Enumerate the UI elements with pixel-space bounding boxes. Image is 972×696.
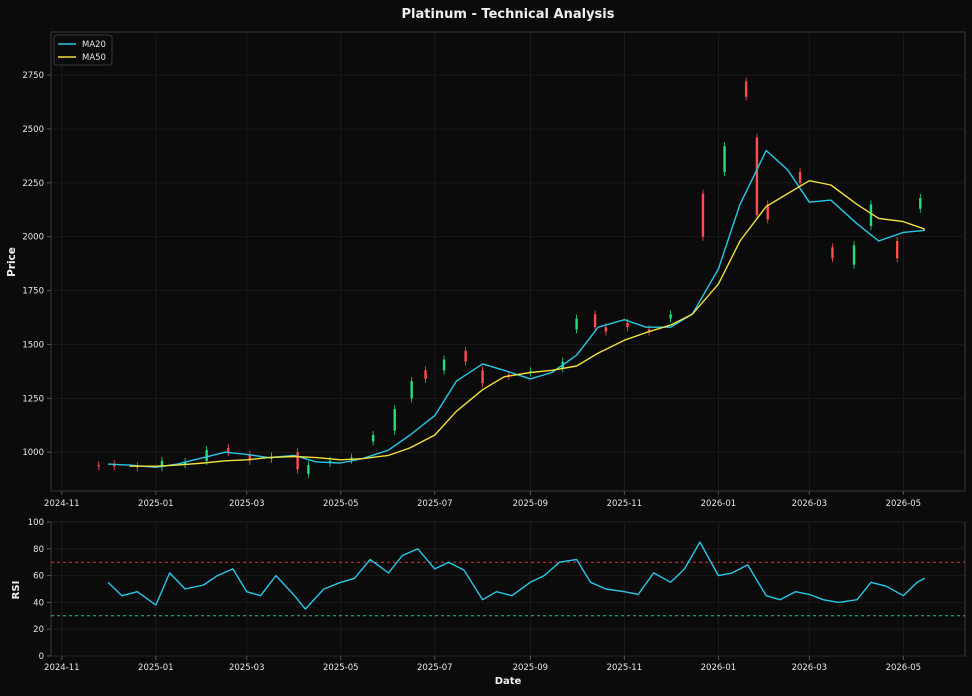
price-y-tick-label: 1500	[22, 340, 44, 350]
candle-body	[393, 409, 396, 431]
ma50-line	[129, 179, 926, 467]
legend: MA20 MA50	[53, 34, 113, 66]
rsi-y-tick-label: 80	[33, 545, 44, 555]
candle-body	[424, 370, 427, 379]
candle-body	[160, 460, 164, 468]
chart-title: Platinum - Technical Analysis	[402, 7, 615, 22]
price-x-tick-label: 2024-11	[44, 499, 80, 509]
rsi-x-tick-label: 2025-11	[607, 663, 643, 673]
rsi-x-tick-label: 2024-11	[44, 663, 80, 673]
price-y-tick-label: 1000	[22, 448, 44, 458]
rsi-reference-lines	[51, 561, 965, 617]
candle-body	[464, 350, 467, 362]
candle-body	[723, 146, 726, 173]
candle-body	[227, 447, 230, 453]
rsi-y-axis-label: RSI	[11, 581, 22, 600]
candle-body	[626, 322, 629, 328]
rsi-x-tick-label: 2026-01	[701, 663, 737, 673]
candle-body	[112, 464, 116, 467]
rsi-y-tick-label: 60	[33, 572, 44, 582]
legend-label-ma20: MA20	[82, 40, 106, 50]
candle-body	[895, 241, 899, 259]
rsi-y-tick-label: 100	[28, 518, 44, 528]
price-x-tick-label: 2025-07	[417, 499, 453, 509]
price-y-axis-label: Price	[6, 247, 18, 277]
candle-body	[205, 450, 208, 461]
price-y-tick-label: 2750	[22, 71, 44, 81]
price-x-tick-label: 2025-09	[513, 499, 549, 509]
rsi-x-tick-label: 2025-07	[417, 663, 453, 673]
candle-body	[410, 381, 413, 399]
candle-body	[755, 137, 759, 216]
legend-label-ma50: MA50	[82, 53, 106, 63]
rsi-x-ticks: 2024-11 2025-01 2025-03 2025-05 2025-07 2025-…	[44, 656, 921, 673]
rsi-y-tick-label: 0	[39, 652, 44, 662]
rsi-x-tick-label: 2026-03	[792, 663, 828, 673]
price-x-tick-label: 2025-01	[138, 499, 174, 509]
rsi-panel	[50, 521, 966, 657]
candle-body	[604, 327, 608, 332]
price-x-tick-label: 2026-03	[792, 499, 828, 509]
candle-body	[744, 81, 748, 97]
price-y-tick-label: 2500	[22, 125, 44, 135]
price-grid	[51, 32, 965, 491]
price-lines	[107, 149, 926, 468]
rsi-x-tick-label: 2025-05	[323, 663, 359, 673]
candle-body	[183, 461, 187, 465]
price-x-tick-label: 2026-01	[701, 499, 737, 509]
price-x-tick-label: 2025-03	[229, 499, 265, 509]
rsi-x-tick-label: 2026-05	[886, 663, 922, 673]
price-y-tick-label: 1250	[22, 394, 44, 404]
candle-body	[371, 434, 375, 442]
rsi-y-tick-label: 40	[33, 598, 44, 608]
candle-body	[593, 314, 597, 328]
candle-body	[831, 247, 834, 259]
price-x-tick-label: 2025-05	[323, 499, 359, 509]
rsi-x-tick-label: 2025-03	[229, 663, 265, 673]
candle-body	[442, 359, 446, 371]
rsi-grid	[51, 521, 965, 657]
candle-body	[248, 454, 252, 461]
candle-body	[97, 465, 100, 467]
rsi-y-tick-label: 20	[33, 625, 44, 635]
candle-body	[869, 204, 873, 226]
candle-body	[669, 314, 672, 319]
price-x-ticks: 2024-11 2025-01 2025-03 2025-05 2025-07 2025-…	[44, 491, 921, 509]
candle-body	[296, 452, 299, 470]
price-y-tick-label: 1750	[22, 287, 44, 297]
price-y-ticks: 1000 1250 1500 1750 2000 2250 2500 2750	[22, 71, 51, 458]
rsi-series-line	[107, 541, 926, 610]
candle-body	[919, 197, 922, 209]
price-x-tick-label: 2025-11	[607, 499, 643, 509]
rsi-line	[107, 541, 926, 610]
price-candles	[97, 77, 922, 478]
price-y-tick-label: 2250	[22, 179, 44, 189]
candle-body	[507, 374, 510, 376]
rsi-y-ticks: 0 20 40 60 80 100	[28, 518, 51, 662]
price-y-tick-label: 2000	[22, 233, 44, 243]
price-panel	[50, 31, 966, 492]
candle-body	[647, 329, 651, 332]
candle-body	[575, 318, 578, 330]
candle-body	[852, 245, 856, 265]
candle-body	[766, 204, 769, 220]
rsi-x-tick-label: 2025-09	[513, 663, 549, 673]
rsi-x-tick-label: 2025-01	[138, 663, 174, 673]
candle-body	[701, 193, 705, 237]
candle-body	[798, 172, 802, 183]
price-x-tick-label: 2026-05	[886, 499, 922, 509]
candle-body	[481, 370, 484, 384]
x-axis-label: Date	[495, 676, 522, 687]
candle-body	[307, 465, 310, 474]
